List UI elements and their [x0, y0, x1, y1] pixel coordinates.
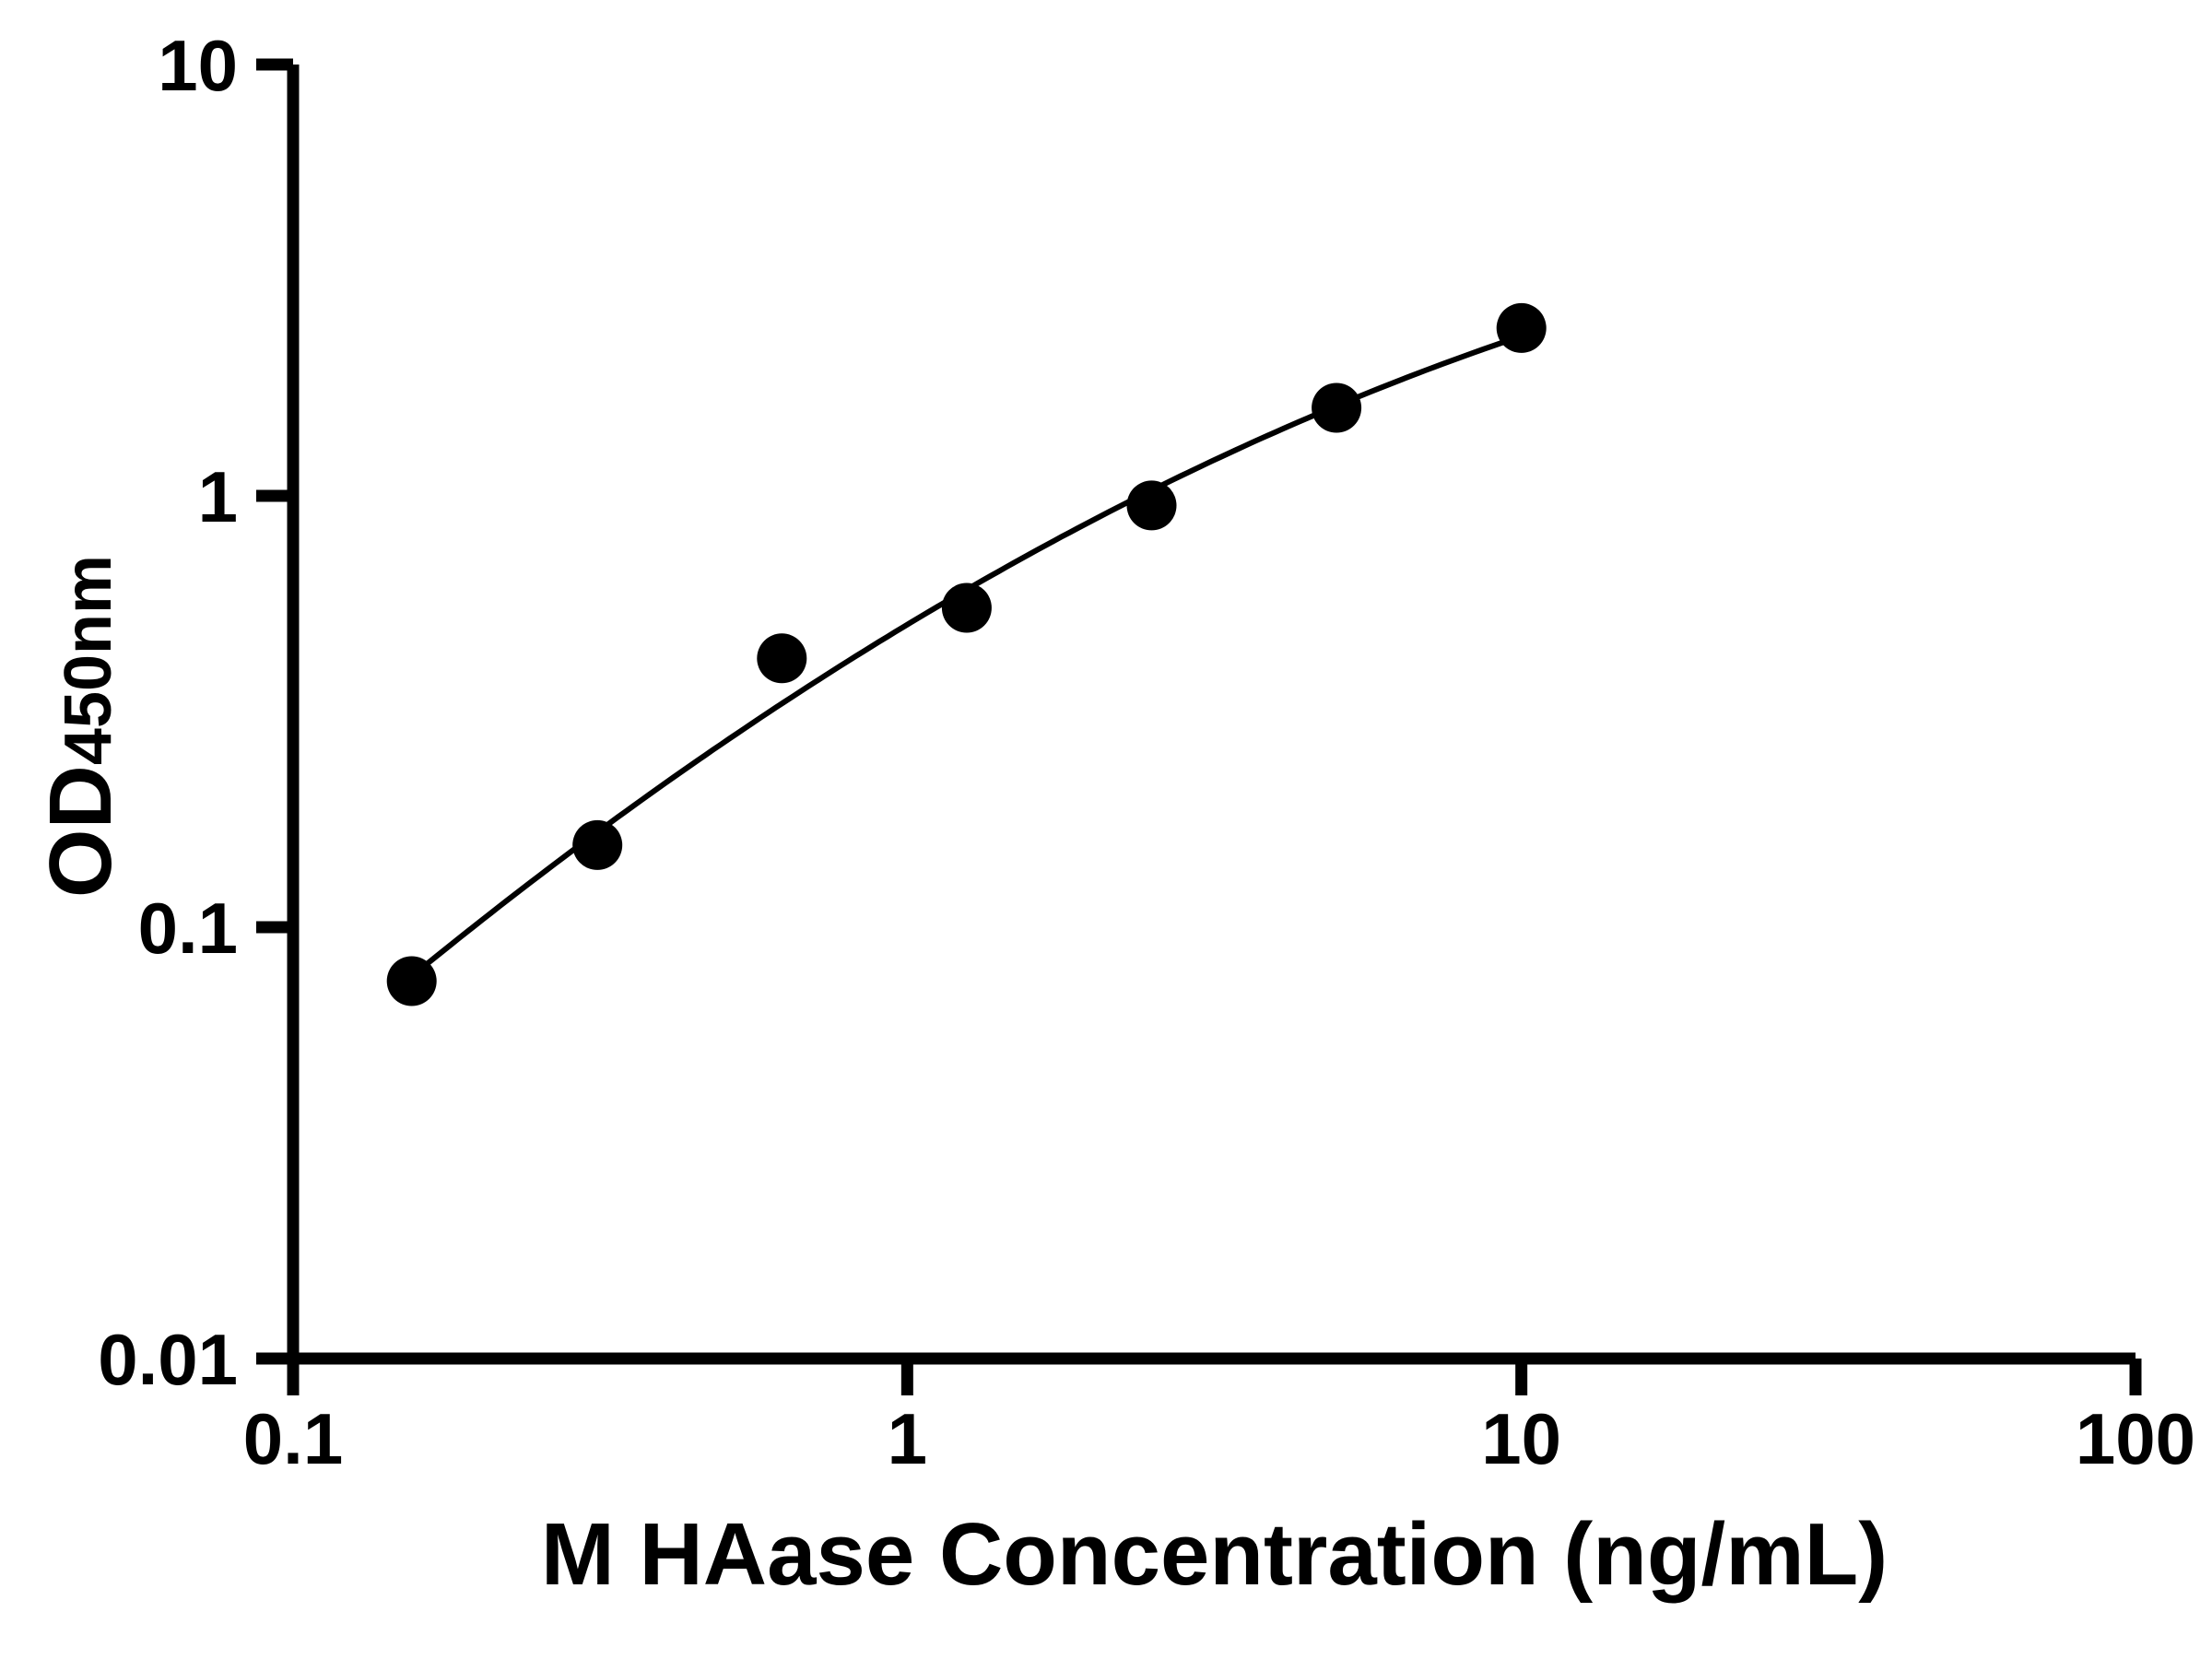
y-tick-label: 1: [198, 456, 238, 537]
data-point: [757, 633, 807, 684]
data-point: [1312, 382, 1362, 433]
y-tick-label: 0.1: [138, 888, 238, 969]
data-point: [1126, 480, 1177, 531]
y-axis-title-main: OD: [31, 765, 130, 899]
x-tick-label: 10: [1481, 1398, 1561, 1479]
data-point: [386, 956, 437, 1006]
y-tick-label: 0.01: [98, 1319, 238, 1400]
y-tick-label: 10: [158, 25, 238, 106]
data-point: [1496, 302, 1547, 353]
axis-line: [287, 65, 2136, 1365]
x-tick-label: 100: [2076, 1398, 2195, 1479]
fit-curve: [408, 333, 1524, 980]
x-axis-title: M HAase Concentration (ng/mL): [540, 1505, 1888, 1604]
y-axis-title-sub: 450nm: [52, 554, 125, 766]
x-tick-label: 0.1: [243, 1398, 343, 1479]
y-axis-title: OD450nm: [30, 555, 132, 898]
data-point: [941, 582, 992, 633]
x-tick-label: 1: [888, 1398, 927, 1479]
data-point: [572, 819, 623, 870]
